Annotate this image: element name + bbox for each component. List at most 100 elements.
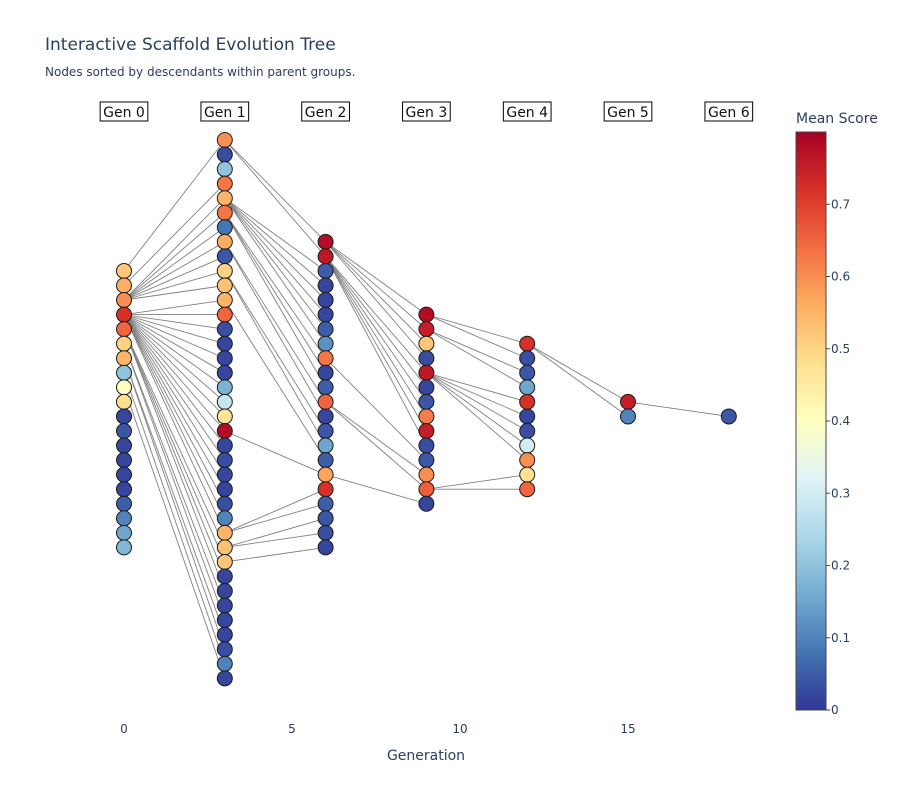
tree-node[interactable]: [216, 335, 233, 352]
tree-node[interactable]: [519, 408, 536, 425]
tree-node[interactable]: [216, 524, 233, 541]
tree-node[interactable]: [216, 277, 233, 294]
tree-node[interactable]: [317, 481, 334, 498]
tree-node[interactable]: [116, 292, 132, 309]
tree-node[interactable]: [216, 437, 233, 454]
tree-node[interactable]: [116, 524, 132, 541]
tree-node[interactable]: [116, 393, 132, 410]
tree-node[interactable]: [216, 292, 233, 309]
tree-node[interactable]: [216, 175, 233, 192]
tree-node[interactable]: [216, 132, 233, 148]
tree-node[interactable]: [418, 321, 435, 338]
tree-node[interactable]: [216, 146, 233, 163]
tree-node[interactable]: [317, 393, 334, 410]
tree-node[interactable]: [216, 583, 233, 600]
tree-node[interactable]: [116, 510, 132, 527]
tree-node[interactable]: [116, 452, 132, 469]
tree-node[interactable]: [317, 423, 334, 439]
tree-node[interactable]: [216, 466, 233, 483]
tree-node[interactable]: [418, 452, 435, 469]
tree-node[interactable]: [116, 262, 132, 279]
tree-node[interactable]: [317, 248, 334, 265]
tree-node[interactable]: [116, 335, 132, 352]
tree-node[interactable]: [317, 262, 334, 279]
tree-node[interactable]: [317, 233, 334, 250]
tree-node[interactable]: [216, 379, 233, 396]
tree-node[interactable]: [519, 350, 536, 367]
tree-node[interactable]: [519, 335, 536, 352]
tree-node[interactable]: [216, 670, 233, 687]
tree-node[interactable]: [317, 437, 334, 454]
tree-node[interactable]: [216, 510, 233, 527]
tree-node[interactable]: [116, 539, 132, 556]
tree-node[interactable]: [317, 466, 334, 483]
tree-node[interactable]: [519, 379, 536, 396]
tree-node[interactable]: [216, 655, 233, 672]
tree-node[interactable]: [216, 568, 233, 585]
tree-node[interactable]: [317, 364, 334, 381]
tree-node[interactable]: [418, 379, 435, 396]
tree-node[interactable]: [116, 321, 132, 338]
tree-node[interactable]: [620, 393, 636, 410]
tree-node[interactable]: [216, 248, 233, 265]
tree-node[interactable]: [116, 379, 132, 396]
tree-node[interactable]: [116, 408, 132, 425]
tree-node[interactable]: [620, 408, 636, 425]
tree-node[interactable]: [116, 277, 132, 294]
tree-node[interactable]: [216, 495, 233, 512]
tree-node[interactable]: [216, 626, 233, 643]
tree-node[interactable]: [317, 452, 334, 469]
tree-node[interactable]: [418, 350, 435, 367]
tree-node[interactable]: [216, 233, 233, 250]
tree-node[interactable]: [216, 393, 233, 410]
tree-node[interactable]: [418, 481, 435, 498]
tree-node[interactable]: [216, 190, 233, 207]
tree-node[interactable]: [216, 364, 233, 381]
tree-node[interactable]: [317, 539, 334, 556]
tree-node[interactable]: [317, 495, 334, 512]
tree-node[interactable]: [317, 524, 334, 541]
tree-node[interactable]: [216, 597, 233, 614]
tree-node[interactable]: [720, 408, 737, 425]
tree-node[interactable]: [317, 335, 334, 352]
tree-node[interactable]: [116, 466, 132, 483]
tree-node[interactable]: [418, 466, 435, 483]
tree-node[interactable]: [216, 612, 233, 629]
tree-node[interactable]: [216, 262, 233, 279]
tree-node[interactable]: [116, 306, 132, 323]
tree-node[interactable]: [216, 321, 233, 338]
tree-node[interactable]: [317, 408, 334, 425]
tree-node[interactable]: [519, 452, 536, 469]
tree-node[interactable]: [216, 306, 233, 323]
tree-node[interactable]: [216, 350, 233, 367]
tree-node[interactable]: [216, 641, 233, 658]
tree-node[interactable]: [216, 539, 233, 556]
tree-node[interactable]: [418, 306, 435, 323]
tree-node[interactable]: [116, 481, 132, 498]
tree-node[interactable]: [317, 306, 334, 323]
tree-node[interactable]: [418, 393, 435, 410]
tree-node[interactable]: [216, 204, 233, 221]
tree-node[interactable]: [116, 423, 132, 439]
tree-node[interactable]: [216, 452, 233, 469]
tree-node[interactable]: [216, 423, 233, 439]
tree-node[interactable]: [418, 335, 435, 352]
tree-node[interactable]: [216, 219, 233, 236]
tree-node[interactable]: [216, 481, 233, 498]
tree-node[interactable]: [116, 364, 132, 381]
tree-node[interactable]: [519, 423, 536, 439]
tree-node[interactable]: [317, 379, 334, 396]
tree-node[interactable]: [216, 408, 233, 425]
tree-node[interactable]: [317, 350, 334, 367]
tree-node[interactable]: [519, 437, 536, 454]
tree-node[interactable]: [116, 437, 132, 454]
tree-node[interactable]: [519, 481, 536, 498]
tree-node[interactable]: [216, 161, 233, 178]
tree-node[interactable]: [519, 393, 536, 410]
tree-node[interactable]: [418, 364, 435, 381]
tree-node[interactable]: [116, 350, 132, 367]
tree-node[interactable]: [317, 292, 334, 309]
tree-node[interactable]: [418, 408, 435, 425]
tree-node[interactable]: [317, 277, 334, 294]
tree-node[interactable]: [519, 466, 536, 483]
